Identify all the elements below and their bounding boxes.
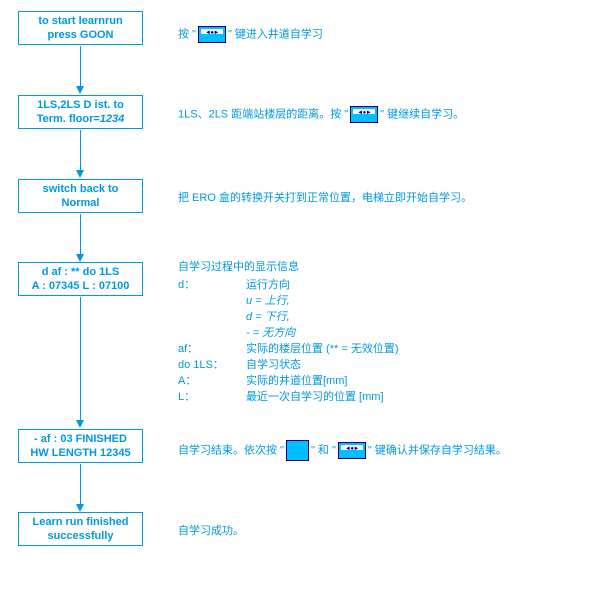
flow-node-line: to start learnrun (38, 14, 122, 28)
info-title: 自学习过程中的显示信息 (178, 258, 398, 274)
info-val: 运行方向 (246, 276, 290, 292)
info-row: do 1LS：自学习状态 (178, 356, 398, 372)
info-block: 自学习过程中的显示信息 d：运行方向u = 上行,d = 下行,- = 无方向af… (178, 258, 398, 404)
flow-node-line: Normal (62, 196, 100, 210)
desc-6: 自学习成功。 (178, 524, 244, 540)
info-row: af：实际的楼层位置 (** = 无效位置) (178, 340, 398, 356)
info-row: L：最近一次自学习的位置 [mm] (178, 388, 398, 404)
info-val: 实际的楼层位置 (** = 无效位置) (246, 340, 398, 356)
goon-icon (338, 442, 366, 459)
flow-node-line: switch back to (43, 182, 119, 196)
flow-node-n2: 1LS,2LS D ist. toTerm. floor=1234 (18, 95, 143, 129)
flow-node-line: Term. floor=1234 (37, 112, 125, 126)
desc-1: 按 "" 键进入井道自学习 (178, 26, 323, 43)
info-key: L： (178, 388, 246, 404)
flow-node-n1: to start learnrunpress GOON (18, 11, 143, 45)
flow-node-line: A : 07345 L : 07100 (32, 279, 130, 293)
goon-icon (350, 106, 378, 123)
info-key: A： (178, 372, 246, 388)
confirm-icon (286, 440, 309, 461)
info-row: A：实际的井道位置[mm] (178, 372, 398, 388)
flow-node-n6: Learn run finishedsuccessfully (18, 512, 143, 546)
goon-icon (198, 26, 226, 43)
flow-node-line: HW LENGTH 12345 (30, 446, 130, 460)
info-val: 自学习状态 (246, 356, 301, 372)
flow-node-line: press GOON (47, 28, 113, 42)
info-subrow: u = 上行, (178, 292, 398, 308)
info-subrow: d = 下行, (178, 308, 398, 324)
desc-3: 把 ERO 盒的转换开关打到正常位置，电梯立即开始自学习。 (178, 191, 472, 207)
flow-node-line: 1LS,2LS D ist. to (37, 98, 124, 112)
desc-2: 1LS、2LS 距端站楼层的距离。按 "" 键继续自学习。 (178, 106, 464, 123)
flow-node-n5: - af : 03 FINISHEDHW LENGTH 12345 (18, 429, 143, 463)
info-key: af： (178, 340, 246, 356)
flow-node-n4: d af : ** do 1LSA : 07345 L : 07100 (18, 262, 143, 296)
flow-node-n3: switch back toNormal (18, 179, 143, 213)
info-key: d： (178, 276, 246, 292)
flow-node-line: - af : 03 FINISHED (34, 432, 127, 446)
desc-5: 自学习结束。依次按 "" 和 "" 键确认并保存自学习结果。 (178, 440, 507, 461)
info-row: d：运行方向 (178, 276, 398, 292)
flow-node-line: Learn run finished (33, 515, 129, 529)
flow-node-line: d af : ** do 1LS (42, 265, 120, 279)
info-val: 实际的井道位置[mm] (246, 372, 347, 388)
info-subrow: - = 无方向 (178, 324, 398, 340)
flow-node-line: successfully (47, 529, 113, 543)
info-key: do 1LS： (178, 356, 246, 372)
info-val: 最近一次自学习的位置 [mm] (246, 388, 384, 404)
